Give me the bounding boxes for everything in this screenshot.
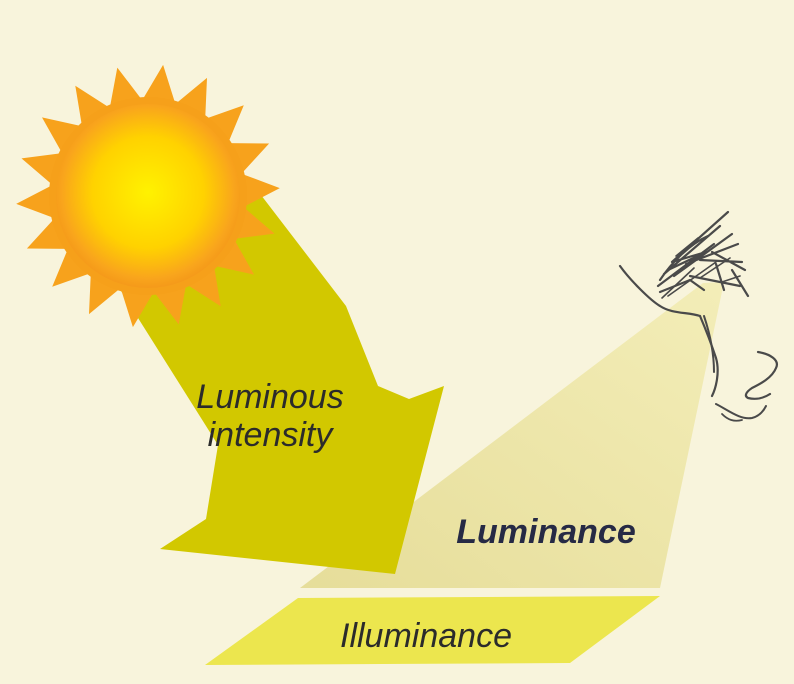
sun-icon (16, 64, 280, 328)
luminous-intensity-label: Luminous intensity (160, 378, 380, 454)
illuminance-label: Illuminance (340, 617, 512, 655)
eye-sketch-icon (618, 210, 778, 422)
luminous-intensity-label-line2: intensity (207, 416, 333, 454)
luminous-intensity-label-line1: Luminous (196, 378, 344, 416)
illuminated-surface (205, 596, 660, 665)
luminance-label: Luminance (456, 513, 636, 551)
